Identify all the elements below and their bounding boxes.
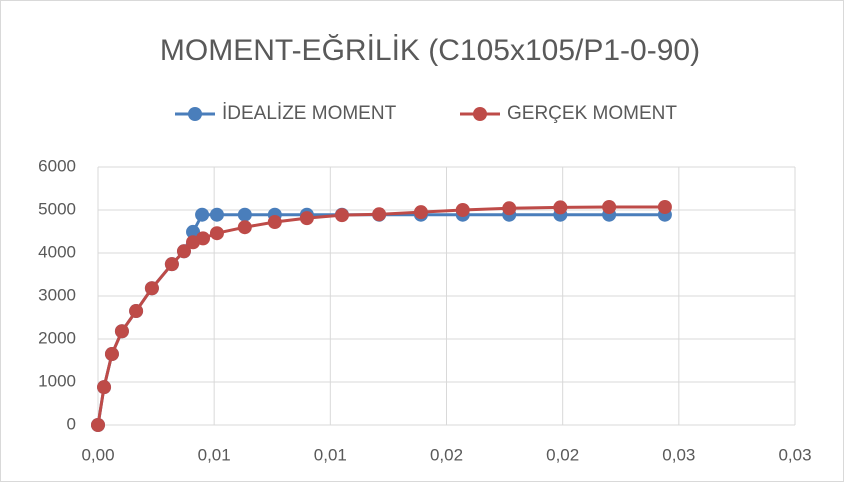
y-tick-label: 2000 (38, 328, 76, 347)
y-tick-label: 0 (67, 414, 76, 433)
data-point (176, 244, 191, 259)
legend-marker (188, 107, 202, 121)
data-point (209, 207, 224, 222)
data-point (502, 201, 517, 216)
data-point (237, 207, 252, 222)
data-point (455, 203, 470, 217)
data-point (267, 215, 282, 230)
data-point (413, 205, 428, 220)
data-point (657, 199, 672, 214)
data-point (164, 257, 179, 272)
y-tick-label: 1000 (38, 371, 76, 390)
data-point (209, 226, 224, 241)
data-point (195, 207, 210, 222)
data-point (97, 380, 112, 395)
data-point (237, 220, 252, 235)
y-tick-label: 5000 (38, 199, 76, 218)
data-point (144, 281, 159, 296)
data-point (104, 347, 119, 362)
x-tick-label: 0,01 (198, 445, 231, 464)
x-tick-label: 0,01 (314, 445, 347, 464)
legend-marker (473, 107, 487, 121)
y-tick-label: 4000 (38, 242, 76, 261)
series-line (96, 205, 665, 426)
data-point (91, 418, 105, 432)
x-tick-label: 0,02 (546, 445, 579, 464)
data-point (299, 211, 314, 226)
x-tick-label: 0,02 (430, 445, 463, 464)
legend-label: GERÇEK MOMENT (507, 103, 677, 124)
chart-title: MOMENT-EĞRİLİK (C105x105/P1-0-90) (160, 34, 700, 67)
x-tick-label: 0,03 (662, 445, 695, 464)
data-point (196, 231, 211, 246)
x-tick-label: 0,00 (81, 445, 114, 464)
y-tick-label: 6000 (38, 156, 76, 175)
legend-label: İDEALİZE MOMENT (222, 103, 397, 124)
data-point (129, 304, 144, 319)
data-point (553, 200, 568, 215)
data-point (186, 224, 201, 239)
x-tick-label: 0,03 (778, 445, 811, 464)
data-point (334, 208, 349, 223)
data-point (602, 199, 617, 214)
y-tick-label: 3000 (38, 285, 76, 304)
data-point (372, 207, 387, 222)
data-point (114, 324, 129, 339)
